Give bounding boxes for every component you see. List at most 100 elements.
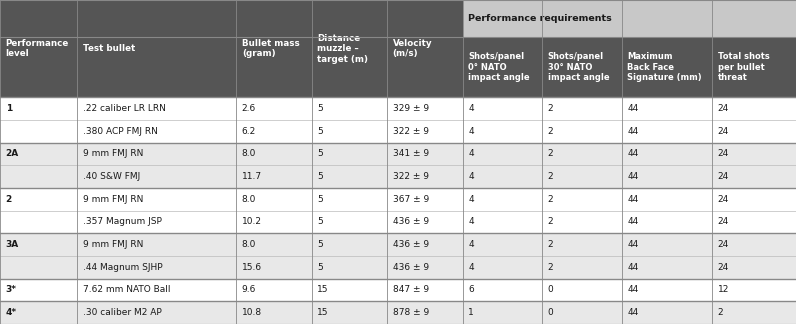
Text: 436 ± 9: 436 ± 9 <box>392 263 429 272</box>
Text: 3*: 3* <box>6 285 17 295</box>
Bar <box>387 0 462 97</box>
Bar <box>0 165 796 188</box>
Text: 878 ± 9: 878 ± 9 <box>392 308 429 317</box>
Text: 5: 5 <box>318 217 323 226</box>
Text: 9 mm FMJ RN: 9 mm FMJ RN <box>83 240 143 249</box>
Text: 10.8: 10.8 <box>242 308 262 317</box>
Text: 7.62 mm NATO Ball: 7.62 mm NATO Ball <box>83 285 170 295</box>
Text: Shots/panel
30° NATO
impact angle: Shots/panel 30° NATO impact angle <box>548 52 609 82</box>
Bar <box>0 188 796 211</box>
Text: .357 Magnum JSP: .357 Magnum JSP <box>83 217 162 226</box>
Text: 2A: 2A <box>6 149 19 158</box>
Text: 2: 2 <box>548 240 553 249</box>
Text: Distance
muzzle –
target (m): Distance muzzle – target (m) <box>318 34 369 64</box>
Text: 5: 5 <box>318 263 323 272</box>
Text: 341 ± 9: 341 ± 9 <box>392 149 429 158</box>
Bar <box>0 256 796 279</box>
Text: 4: 4 <box>468 127 474 136</box>
Text: .22 caliber LR LRN: .22 caliber LR LRN <box>83 104 166 113</box>
Text: Shots/panel
0° NATO
impact angle: Shots/panel 0° NATO impact angle <box>468 52 529 82</box>
Text: 44: 44 <box>627 263 638 272</box>
Text: Bullet mass
(gram): Bullet mass (gram) <box>242 39 299 58</box>
Bar <box>236 0 312 97</box>
Text: 2: 2 <box>548 195 553 204</box>
Text: 15: 15 <box>318 308 329 317</box>
Text: 10.2: 10.2 <box>242 217 262 226</box>
Text: 367 ± 9: 367 ± 9 <box>392 195 429 204</box>
Bar <box>0 301 796 324</box>
Bar <box>542 37 622 97</box>
Text: 24: 24 <box>718 172 729 181</box>
Text: 24: 24 <box>718 263 729 272</box>
Text: Performance requirements: Performance requirements <box>468 14 612 23</box>
Text: 5: 5 <box>318 104 323 113</box>
Text: 24: 24 <box>718 104 729 113</box>
Text: 24: 24 <box>718 127 729 136</box>
Text: 8.0: 8.0 <box>242 195 256 204</box>
Text: 15: 15 <box>318 285 329 295</box>
Bar <box>462 37 542 97</box>
Text: 24: 24 <box>718 195 729 204</box>
Text: 4: 4 <box>468 172 474 181</box>
Bar <box>0 97 796 120</box>
Text: 847 ± 9: 847 ± 9 <box>392 285 429 295</box>
Bar <box>0 279 796 301</box>
Text: 44: 44 <box>627 104 638 113</box>
Text: 44: 44 <box>627 195 638 204</box>
Bar <box>77 0 236 97</box>
Text: .44 Magnum SJHP: .44 Magnum SJHP <box>83 263 162 272</box>
Text: 0: 0 <box>548 285 553 295</box>
Text: 2: 2 <box>718 308 724 317</box>
Text: 1: 1 <box>6 104 12 113</box>
Text: 2: 2 <box>548 172 553 181</box>
Text: .380 ACP FMJ RN: .380 ACP FMJ RN <box>83 127 158 136</box>
Text: 436 ± 9: 436 ± 9 <box>392 240 429 249</box>
Text: 44: 44 <box>627 217 638 226</box>
Text: 8.0: 8.0 <box>242 149 256 158</box>
Text: 4: 4 <box>468 104 474 113</box>
Text: Velocity
(m/s): Velocity (m/s) <box>392 39 432 58</box>
Bar <box>0 143 796 165</box>
Text: 44: 44 <box>627 127 638 136</box>
Bar <box>0 211 796 233</box>
Text: 5: 5 <box>318 195 323 204</box>
Text: 322 ± 9: 322 ± 9 <box>392 172 429 181</box>
Text: 9.6: 9.6 <box>242 285 256 295</box>
Bar <box>0 233 796 256</box>
Text: 2: 2 <box>6 195 12 204</box>
Text: 322 ± 9: 322 ± 9 <box>392 127 429 136</box>
Bar <box>622 37 712 97</box>
Text: 11.7: 11.7 <box>242 172 262 181</box>
Text: 6: 6 <box>468 285 474 295</box>
Text: 4: 4 <box>468 240 474 249</box>
Text: 8.0: 8.0 <box>242 240 256 249</box>
Text: 24: 24 <box>718 240 729 249</box>
Text: 15.6: 15.6 <box>242 263 262 272</box>
Text: 436 ± 9: 436 ± 9 <box>392 217 429 226</box>
Text: 9 mm FMJ RN: 9 mm FMJ RN <box>83 195 143 204</box>
Text: 5: 5 <box>318 240 323 249</box>
Text: 5: 5 <box>318 172 323 181</box>
Text: Performance
level: Performance level <box>6 39 68 58</box>
Text: 2: 2 <box>548 104 553 113</box>
Text: 44: 44 <box>627 149 638 158</box>
Text: 1: 1 <box>468 308 474 317</box>
Bar <box>462 0 796 37</box>
Bar <box>312 0 387 97</box>
Text: 2: 2 <box>548 127 553 136</box>
Text: 4: 4 <box>468 263 474 272</box>
Text: 4: 4 <box>468 149 474 158</box>
Text: Total shots
per bullet
threat: Total shots per bullet threat <box>718 52 770 82</box>
Text: 5: 5 <box>318 127 323 136</box>
Text: 44: 44 <box>627 172 638 181</box>
Text: 4: 4 <box>468 217 474 226</box>
Text: 44: 44 <box>627 240 638 249</box>
Text: 9 mm FMJ RN: 9 mm FMJ RN <box>83 149 143 158</box>
Text: 329 ± 9: 329 ± 9 <box>392 104 429 113</box>
Text: 2.6: 2.6 <box>242 104 256 113</box>
Text: Test bullet: Test bullet <box>83 44 135 53</box>
Text: Maximum
Back Face
Signature (mm): Maximum Back Face Signature (mm) <box>627 52 702 82</box>
Text: 3A: 3A <box>6 240 19 249</box>
Text: 24: 24 <box>718 149 729 158</box>
Text: 5: 5 <box>318 149 323 158</box>
